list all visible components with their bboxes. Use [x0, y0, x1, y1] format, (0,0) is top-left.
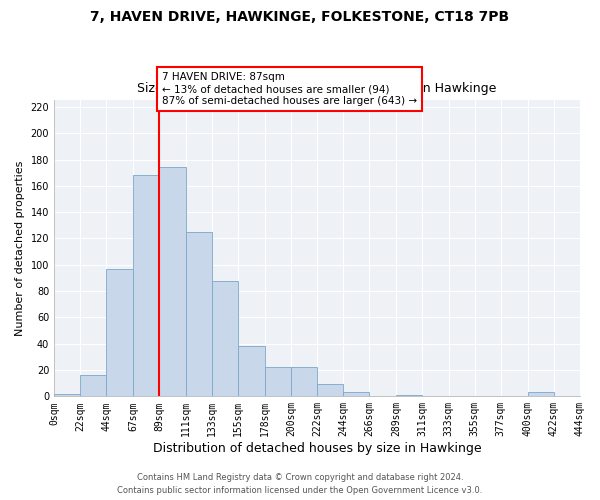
Text: 7, HAVEN DRIVE, HAWKINGE, FOLKESTONE, CT18 7PB: 7, HAVEN DRIVE, HAWKINGE, FOLKESTONE, CT…	[91, 10, 509, 24]
Bar	[317, 384, 343, 396]
Bar	[343, 392, 369, 396]
Bar	[54, 394, 80, 396]
Bar	[291, 368, 317, 396]
Bar	[160, 168, 185, 396]
Y-axis label: Number of detached properties: Number of detached properties	[15, 160, 25, 336]
Bar	[106, 268, 133, 396]
X-axis label: Distribution of detached houses by size in Hawkinge: Distribution of detached houses by size …	[153, 442, 481, 455]
Bar	[238, 346, 265, 397]
Text: Contains HM Land Registry data © Crown copyright and database right 2024.
Contai: Contains HM Land Registry data © Crown c…	[118, 474, 482, 495]
Bar	[528, 392, 554, 396]
Bar	[185, 232, 212, 396]
Bar	[397, 395, 422, 396]
Bar	[133, 176, 160, 396]
Bar	[265, 368, 291, 396]
Title: Size of property relative to detached houses in Hawkinge: Size of property relative to detached ho…	[137, 82, 497, 95]
Bar	[212, 280, 238, 396]
Bar	[80, 376, 106, 396]
Text: 7 HAVEN DRIVE: 87sqm
← 13% of detached houses are smaller (94)
87% of semi-detac: 7 HAVEN DRIVE: 87sqm ← 13% of detached h…	[162, 72, 417, 106]
